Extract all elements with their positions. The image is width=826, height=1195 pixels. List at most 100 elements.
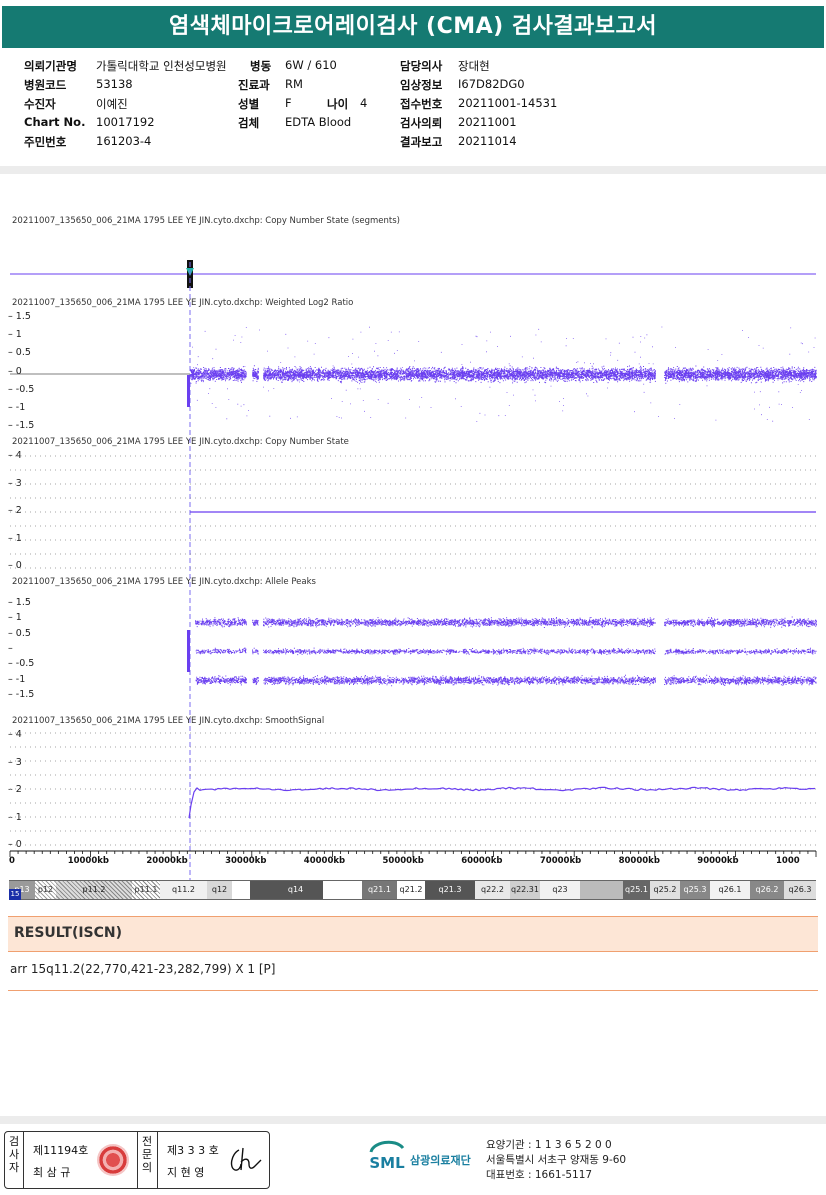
clinical-label: 임상정보 xyxy=(400,78,443,92)
request-value: 20211001 xyxy=(458,115,517,129)
org-license: 요양기관 : 1 1 3 6 5 2 0 0 xyxy=(486,1139,612,1151)
clinical-value: I67D82DG0 xyxy=(458,77,525,91)
x-tick-label: 50000kb xyxy=(382,856,424,866)
org-phone: 대표번호 : 1661-5117 xyxy=(486,1169,593,1181)
chromosome-band: q25.2 xyxy=(650,880,680,900)
ward-value: 6W / 610 xyxy=(285,58,337,72)
y-tick-label: – 1 xyxy=(8,612,22,624)
chromosome-band xyxy=(232,880,250,900)
chart-label: Chart No. xyxy=(24,115,86,129)
y-tick-label: – -0.5 xyxy=(8,383,35,395)
y-tick-label: – -1 xyxy=(8,673,26,685)
code-value: 53138 xyxy=(96,77,133,91)
request-label: 검사의뢰 xyxy=(400,116,443,130)
sml-logo-icon: SML xyxy=(369,1140,405,1172)
tester-seal-icon xyxy=(97,1144,129,1176)
receipt-value: 20211001-14531 xyxy=(458,96,558,110)
result-divider xyxy=(8,990,818,991)
specialist-number: 제3 3 3 호 xyxy=(167,1144,219,1157)
x-tick-label: 30000kb xyxy=(225,856,267,866)
y-tick-label: – 2 xyxy=(8,784,22,795)
allele-points xyxy=(195,616,818,687)
y-tick-label: – 0.5 xyxy=(8,347,31,359)
y-tick-label: – 4 xyxy=(8,450,22,461)
chromosome-band: q12 xyxy=(207,880,232,900)
hospital-value: 가톨릭대학교 인천성모병원 xyxy=(96,59,227,73)
chromosome-band: q25.1 xyxy=(623,880,650,900)
chromosome-band: p12 xyxy=(35,880,56,900)
plot-label-allele: 20211007_135650_006_21MA 1795 LEE YE JIN… xyxy=(12,577,316,587)
specimen-label: 검체 xyxy=(238,116,260,130)
y-tick-label: – 1 xyxy=(8,329,22,341)
result-label: RESULT(ISCN) xyxy=(14,925,123,941)
x-tick-label: 60000kb xyxy=(461,856,503,866)
y-tick-label: – 1 xyxy=(8,811,22,823)
y-tick-label: – 0 xyxy=(8,839,22,850)
sex-label: 성별 xyxy=(238,97,260,111)
chromosome-band xyxy=(580,880,623,900)
allele-dip xyxy=(187,630,190,672)
x-tick-label: 70000kb xyxy=(539,856,582,866)
chromosome-band: q22.31 xyxy=(510,880,540,900)
y-tick-label: – xyxy=(8,642,13,654)
patient-info: 의뢰기관명 가톨릭대학교 인천성모병원 병동 6W / 610 담당의사 장대현… xyxy=(0,52,826,167)
sex-value: F xyxy=(285,96,292,110)
tester-name: 최 삼 규 xyxy=(33,1166,71,1179)
org-name: 삼광의료재단 xyxy=(410,1154,471,1167)
org-address: 서울특별시 서초구 양재동 9-60 xyxy=(486,1154,627,1166)
chromosome-band: q21.2 xyxy=(397,880,425,900)
doctor-label: 담당의사 xyxy=(400,59,443,73)
doctor-value: 장대현 xyxy=(458,59,490,73)
chromosome-band: q21.1 xyxy=(362,880,397,900)
y-tick-label: – 0.5 xyxy=(8,627,31,639)
dept-label: 진료과 xyxy=(238,78,270,92)
x-tick-label: 80000kb xyxy=(618,856,660,866)
code-label: 병원코드 xyxy=(24,78,67,92)
bottom-separator xyxy=(0,1116,826,1124)
report-title: 염색체마이크로어레이검사 (CMA) 검사결과보고서 xyxy=(2,6,824,48)
result-section: RESULT(ISCN) xyxy=(8,916,818,952)
x-tick-label: 0 xyxy=(9,856,15,866)
patient-value: 이예진 xyxy=(96,97,128,111)
id-label: 주민번호 xyxy=(24,135,67,149)
chromosome-band: q25.3 xyxy=(680,880,710,900)
tester-number: 제11194호 xyxy=(33,1144,89,1157)
y-tick-label: – 3 xyxy=(8,756,22,768)
age-value: 4 xyxy=(360,96,368,110)
chromosome-band: p11.2 xyxy=(56,880,132,900)
x-tick-label: 90000kb xyxy=(697,856,739,866)
y-tick-label: – 3 xyxy=(8,477,22,489)
plot-label-segments: 20211007_135650_006_21MA 1795 LEE YE JIN… xyxy=(12,216,400,226)
chromosome-band: q26.3 xyxy=(784,880,816,900)
log2-points xyxy=(190,326,817,422)
receipt-label: 접수번호 xyxy=(400,97,443,111)
chromosome-band: p11.1 xyxy=(132,880,160,900)
x-tick-label: 20000kb xyxy=(146,856,188,866)
genome-plots xyxy=(9,260,818,880)
y-tick-label: – 0 xyxy=(8,560,22,571)
chromosome-number: 15 xyxy=(9,889,21,900)
deletion-dip xyxy=(187,375,190,407)
y-tick-label: – 4 xyxy=(8,729,22,740)
divider xyxy=(23,1132,24,1188)
plot-label-log2: 20211007_135650_006_21MA 1795 LEE YE JIN… xyxy=(12,298,354,308)
ward-label: 병동 xyxy=(250,59,272,73)
y-tick-label: – 1 xyxy=(8,532,22,544)
chromosome-band: q26.2 xyxy=(750,880,784,900)
y-tick-label: – -1.5 xyxy=(8,420,35,432)
specimen-value: EDTA Blood xyxy=(285,115,352,129)
y-tick-label: – -1 xyxy=(8,402,26,413)
chromosome-band: q22.2 xyxy=(475,880,510,900)
x-tick-label: 1000 xyxy=(776,856,800,866)
chromosome-band: q21.3 xyxy=(425,880,475,900)
y-tick-label: – -0.5 xyxy=(8,658,35,670)
result-iscn: arr 15q11.2(22,770,421-23,282,799) X 1 [… xyxy=(10,962,276,976)
y-tick-label: – 2 xyxy=(8,505,22,516)
chromosome-band: q26.1 xyxy=(710,880,750,900)
smooth-signal-line xyxy=(188,786,816,819)
chromosome-band xyxy=(323,880,362,900)
chromosome-band: q14 xyxy=(268,880,323,900)
report-value: 20211014 xyxy=(458,134,517,148)
